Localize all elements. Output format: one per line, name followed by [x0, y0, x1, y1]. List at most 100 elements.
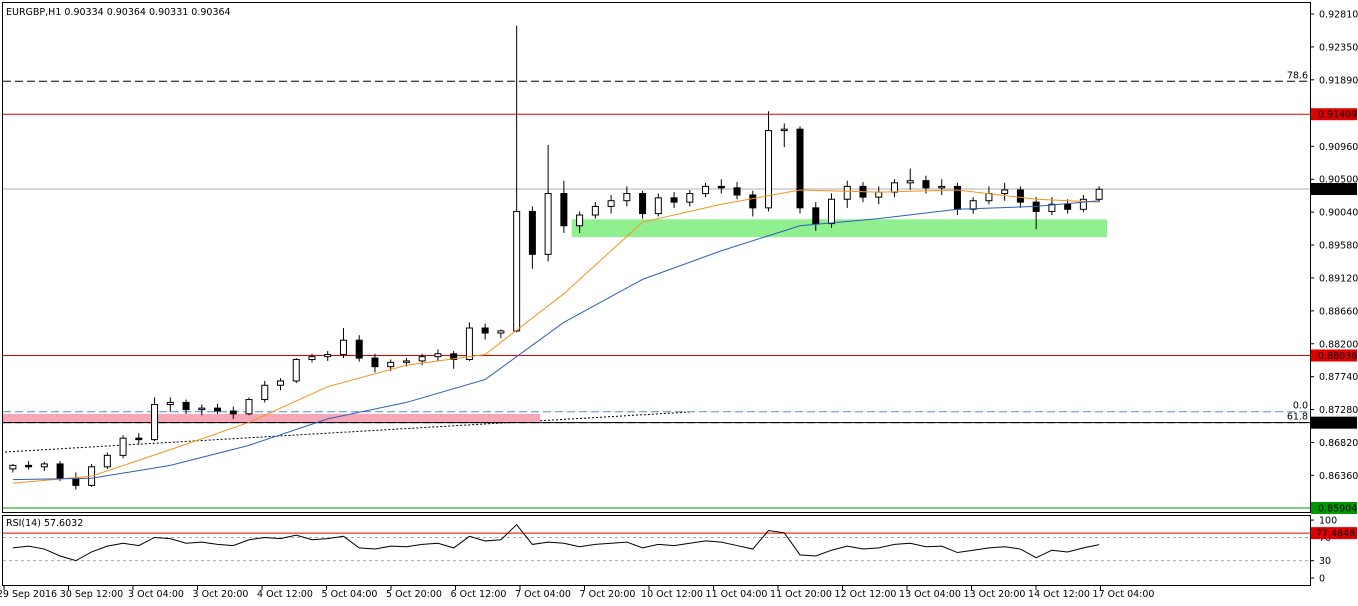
- main-frame: [2, 2, 1311, 513]
- candle-body: [277, 380, 284, 386]
- candle-body: [1001, 189, 1009, 195]
- candle-body: [166, 401, 174, 406]
- candle-body: [513, 210, 521, 332]
- candle-body: [434, 353, 442, 358]
- candle-body: [339, 339, 347, 355]
- rsi-level-box: [1311, 527, 1357, 540]
- candle-body: [560, 193, 568, 227]
- candle-body: [324, 353, 332, 358]
- candle-body: [906, 180, 914, 184]
- candle-body: [355, 339, 363, 359]
- level-box: [1311, 182, 1357, 195]
- candle-body: [1016, 189, 1024, 203]
- level-label: 0.87097: [1318, 418, 1357, 429]
- candle-body: [229, 410, 237, 415]
- candle-body: [1079, 198, 1087, 210]
- rsi-tick-label: 100: [1319, 516, 1337, 527]
- level-box: [1311, 501, 1357, 514]
- rsi-tick-label: 0: [1319, 574, 1325, 585]
- y-tick-label: 0.90040: [1319, 208, 1358, 219]
- candle-body: [151, 404, 159, 441]
- chart-title: EURGBP,H1 0.90334 0.90364 0.90331 0.9036…: [6, 7, 231, 18]
- level-label: 0.91409: [1318, 110, 1357, 121]
- candle-body: [828, 198, 835, 225]
- y-tick-label: 0.89580: [1319, 241, 1358, 252]
- candle-body: [875, 191, 883, 198]
- candle-body: [654, 197, 662, 215]
- candle-body: [198, 407, 206, 411]
- rsi-frame: [2, 515, 1311, 586]
- x-tick-label: 3 Oct 04:00: [128, 589, 184, 600]
- candle-body: [214, 407, 222, 412]
- rsi-title: RSI(14) 57.6032: [6, 518, 83, 529]
- x-tick-label: 4 Oct 12:00: [257, 589, 313, 600]
- candle-body: [1095, 188, 1103, 200]
- level-label: 0.88036: [1318, 351, 1357, 362]
- y-tick-label: 0.87740: [1319, 372, 1358, 383]
- x-tick-label: 10 Oct 12:00: [641, 589, 703, 600]
- y-tick-label: 0.87280: [1319, 405, 1358, 416]
- fib-label: 61.8: [1287, 412, 1308, 423]
- x-tick-label: 7 Oct 04:00: [515, 589, 571, 600]
- candle-body: [56, 463, 64, 479]
- candle-body: [922, 180, 930, 189]
- x-tick-label: 13 Oct 20:00: [964, 589, 1026, 600]
- candle-body: [497, 330, 505, 334]
- candle-body: [780, 128, 788, 132]
- level-box: [1311, 349, 1357, 362]
- x-tick-label: 5 Oct 04:00: [322, 589, 378, 600]
- candle-body: [465, 327, 473, 361]
- candle-body: [40, 463, 48, 468]
- candle-body: [119, 437, 127, 456]
- candle-body: [812, 207, 820, 225]
- candle-body: [308, 356, 316, 361]
- y-tick-label: 0.89120: [1319, 273, 1358, 284]
- y-tick-label: 0.88660: [1319, 306, 1358, 317]
- x-tick-label: 3 Oct 20:00: [193, 589, 249, 600]
- candle-body: [245, 399, 253, 415]
- x-tick-label: 11 Oct 04:00: [706, 589, 768, 600]
- candle-body: [103, 454, 111, 468]
- rsi-line: [12, 523, 1100, 562]
- y-tick-label: 0.86360: [1319, 471, 1358, 482]
- rsi-tick-label: 30: [1319, 556, 1331, 567]
- candle-body: [25, 464, 33, 468]
- candle-body: [576, 214, 584, 227]
- candle-body: [387, 361, 395, 368]
- candle-body: [670, 197, 678, 203]
- x-tick-label: 17 Oct 04:00: [1093, 589, 1155, 600]
- candle-body: [450, 353, 458, 361]
- candle-body: [261, 384, 269, 401]
- level-label: 0.90364: [1318, 184, 1357, 195]
- candle-body: [796, 128, 804, 209]
- y-tick-label: 0.88200: [1319, 339, 1358, 350]
- level-label: 0.85904: [1318, 503, 1357, 514]
- candle-body: [418, 356, 426, 362]
- x-tick-label: 14 Oct 12:00: [1028, 589, 1090, 600]
- level-box: [1311, 416, 1357, 429]
- candle-body: [749, 194, 757, 209]
- moving-average: [12, 200, 1100, 481]
- candle-body: [985, 193, 993, 202]
- candle-body: [402, 360, 410, 363]
- candle-body: [1048, 203, 1056, 212]
- candle-body: [72, 477, 80, 486]
- y-tick-label: 0.92810: [1319, 10, 1358, 21]
- x-tick-label: 29 Sep 2016: [0, 589, 57, 600]
- x-tick-label: 30 Sep 12:00: [60, 589, 123, 600]
- x-tick-label: 5 Oct 20:00: [386, 589, 442, 600]
- fib-label: 78.6: [1287, 70, 1308, 81]
- x-tick-label: 6 Oct 12:00: [451, 589, 507, 600]
- y-tick-label: 0.92350: [1319, 42, 1358, 53]
- zone: [571, 219, 1107, 238]
- candle-body: [717, 185, 725, 189]
- moving-average: [12, 189, 1100, 484]
- zone: [3, 413, 541, 423]
- y-tick-label: 0.90960: [1319, 142, 1358, 153]
- candle-body: [481, 327, 489, 334]
- candle-body: [938, 185, 946, 189]
- candle-body: [371, 357, 379, 368]
- candle-body: [623, 193, 631, 202]
- x-tick-label: 7 Oct 20:00: [580, 589, 636, 600]
